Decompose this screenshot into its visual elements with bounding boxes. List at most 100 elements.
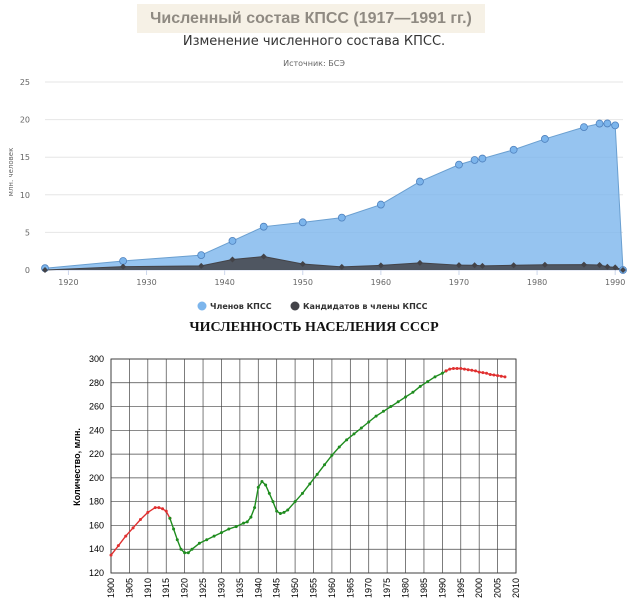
chart1-y-tick-label: 10 <box>20 191 30 200</box>
chart2-data-point <box>124 534 128 538</box>
chart2-data-point <box>172 527 176 531</box>
chart2-data-point <box>157 506 161 510</box>
chart2-data-point <box>242 521 246 525</box>
chart2-x-tick-label: 1930 <box>216 578 226 598</box>
chart1-legend-marker <box>290 301 300 311</box>
chart2-data-point <box>470 368 474 372</box>
chart1-x-tick-label: 1940 <box>214 278 234 287</box>
chart2-y-axis-label: Количество, млн. <box>72 428 82 506</box>
chart2-data-point <box>389 405 393 409</box>
chart2-data-point <box>275 509 279 513</box>
chart1-legend-label: Членов КПСС <box>210 302 272 311</box>
chart1-data-point <box>471 262 478 269</box>
chart2-x-tick-label: 1980 <box>401 578 411 598</box>
chart2-data-point <box>260 479 264 483</box>
chart1-x-tick-label: 1970 <box>449 278 469 287</box>
chart2-data-point <box>396 400 400 404</box>
chart2-x-tick-label: 1925 <box>198 578 208 598</box>
chart1-data-point <box>509 145 518 154</box>
chart2-x-tick-label: 1990 <box>437 578 447 598</box>
chart2-data-point <box>197 541 201 545</box>
chart1-data-point <box>611 121 620 130</box>
chart1-data-point <box>604 263 611 270</box>
chart2-data-point <box>359 426 363 430</box>
chart2-data-point <box>418 384 422 388</box>
chart2-data-point <box>249 515 253 519</box>
chart1-data-point <box>260 253 267 260</box>
chart1-data-point <box>479 262 486 269</box>
chart1-y-tick-labels: 0 5 10 15 20 25 <box>20 78 30 275</box>
chart2-data-point <box>205 538 209 542</box>
chart2-data-point <box>433 375 437 379</box>
chart2-data-point <box>323 463 327 467</box>
chart1-data-point <box>299 260 306 267</box>
chart2-data-point <box>278 512 282 516</box>
chart1-data-point <box>298 218 307 227</box>
chart2-x-tick-label: 1915 <box>161 578 171 598</box>
chart2-x-tick-label: 2000 <box>474 578 484 598</box>
chart1-data-point <box>229 256 236 263</box>
chart2-data-point <box>109 553 113 557</box>
banner-title: Численный состав КПСС (1917—1991 гг.) <box>137 4 485 33</box>
chart1-data-point <box>603 119 612 128</box>
chart1-source: Источник: БСЭ <box>283 59 345 68</box>
chart2-data-point <box>488 372 492 376</box>
chart2-data-point <box>459 367 463 371</box>
chart1-data-point <box>198 262 205 269</box>
chart1-data-point <box>416 259 423 266</box>
chart1-x-tick-label: 1990 <box>605 278 625 287</box>
chart2-data-point <box>499 374 503 378</box>
chart2-gridlines <box>110 358 517 574</box>
chart1-legend-label: Кандидатов в члены КПСС <box>303 302 428 311</box>
chart2-data-point <box>164 509 168 513</box>
chart1-data-point <box>197 251 206 260</box>
chart2-data-point <box>175 538 179 542</box>
chart2-data-point <box>300 491 304 495</box>
chart2-data-point <box>282 510 286 514</box>
chart2-data-point <box>131 526 135 530</box>
chart1-data-point <box>580 123 588 132</box>
chart1-y-tick-label: 25 <box>20 78 30 87</box>
chart1-points <box>41 119 627 274</box>
chart2-data-point <box>186 551 190 555</box>
chart2-data-point <box>264 483 268 487</box>
chart1-x-tick-label: 1930 <box>136 278 156 287</box>
chart2-data-point <box>451 367 455 371</box>
chart2-x-tick-label: 1945 <box>272 578 282 598</box>
chart2-data-point <box>481 371 485 375</box>
chart1-x-tick-label: 1950 <box>293 278 313 287</box>
chart2-y-tick-label: 180 <box>89 497 104 507</box>
chart1-data-point <box>596 261 603 268</box>
chart2-data-point <box>330 453 334 457</box>
chart2-x-tick-label: 1910 <box>143 578 153 598</box>
chart2-y-tick-label: 280 <box>89 378 104 388</box>
chart2-x-tick-label: 1960 <box>327 578 337 598</box>
chart1-data-point <box>580 261 587 268</box>
chart2-data-point <box>374 414 378 418</box>
chart2-data-point <box>116 544 120 548</box>
chart1-data-point <box>120 263 127 270</box>
chart1-data-point <box>42 267 48 273</box>
chart2-data-point <box>352 432 356 436</box>
chart2-data-point <box>455 367 459 371</box>
chart1-data-point <box>595 119 604 128</box>
chart2-data-point <box>440 371 444 375</box>
chart1-data-point <box>337 213 346 222</box>
chart2-y-tick-label: 240 <box>89 425 104 435</box>
chart2-data-point <box>138 518 142 521</box>
chart2-data-point <box>477 370 481 374</box>
chart1-data-point <box>620 267 626 273</box>
chart2-x-tick-label: 1970 <box>364 578 374 598</box>
chart2-x-tick-label: 1975 <box>382 578 392 598</box>
chart2-x-tick-label: 2005 <box>493 578 503 598</box>
chart1-series-area <box>45 256 623 270</box>
chart2-x-tick-label: 1995 <box>456 578 466 598</box>
chart2-data-point <box>462 367 466 371</box>
chart2-data-point <box>315 472 319 476</box>
chart2-data-point <box>245 520 249 524</box>
chart2-data-point <box>190 547 194 551</box>
chart1-data-point <box>416 177 424 186</box>
chart2-data-point <box>227 527 231 531</box>
chart1-data-point <box>338 263 345 270</box>
chart1-legend-marker <box>197 301 207 311</box>
